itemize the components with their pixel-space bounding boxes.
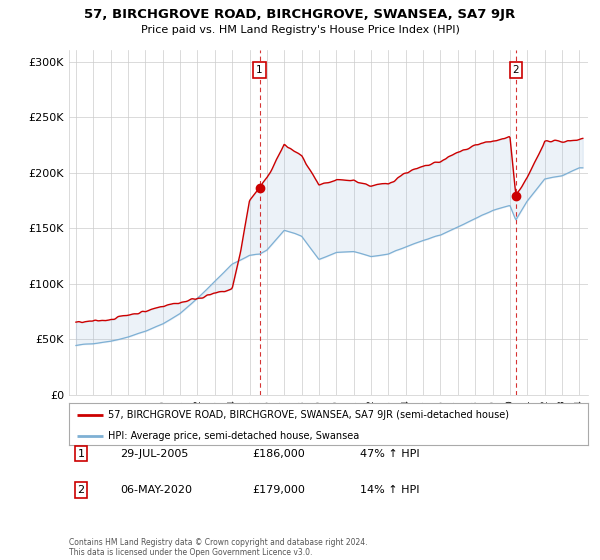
Text: Contains HM Land Registry data © Crown copyright and database right 2024.
This d: Contains HM Land Registry data © Crown c… <box>69 538 367 557</box>
Text: HPI: Average price, semi-detached house, Swansea: HPI: Average price, semi-detached house,… <box>108 431 359 441</box>
Text: 2: 2 <box>77 485 85 495</box>
Text: 06-MAY-2020: 06-MAY-2020 <box>120 485 192 495</box>
Text: 47% ↑ HPI: 47% ↑ HPI <box>360 449 419 459</box>
Text: 1: 1 <box>77 449 85 459</box>
Text: £179,000: £179,000 <box>252 485 305 495</box>
Text: £186,000: £186,000 <box>252 449 305 459</box>
Text: 1: 1 <box>256 66 263 76</box>
Text: 57, BIRCHGROVE ROAD, BIRCHGROVE, SWANSEA, SA7 9JR: 57, BIRCHGROVE ROAD, BIRCHGROVE, SWANSEA… <box>85 8 515 21</box>
Text: 29-JUL-2005: 29-JUL-2005 <box>120 449 188 459</box>
Text: 14% ↑ HPI: 14% ↑ HPI <box>360 485 419 495</box>
Text: 2: 2 <box>512 66 519 76</box>
Text: 57, BIRCHGROVE ROAD, BIRCHGROVE, SWANSEA, SA7 9JR (semi-detached house): 57, BIRCHGROVE ROAD, BIRCHGROVE, SWANSEA… <box>108 410 509 420</box>
Text: Price paid vs. HM Land Registry's House Price Index (HPI): Price paid vs. HM Land Registry's House … <box>140 25 460 35</box>
